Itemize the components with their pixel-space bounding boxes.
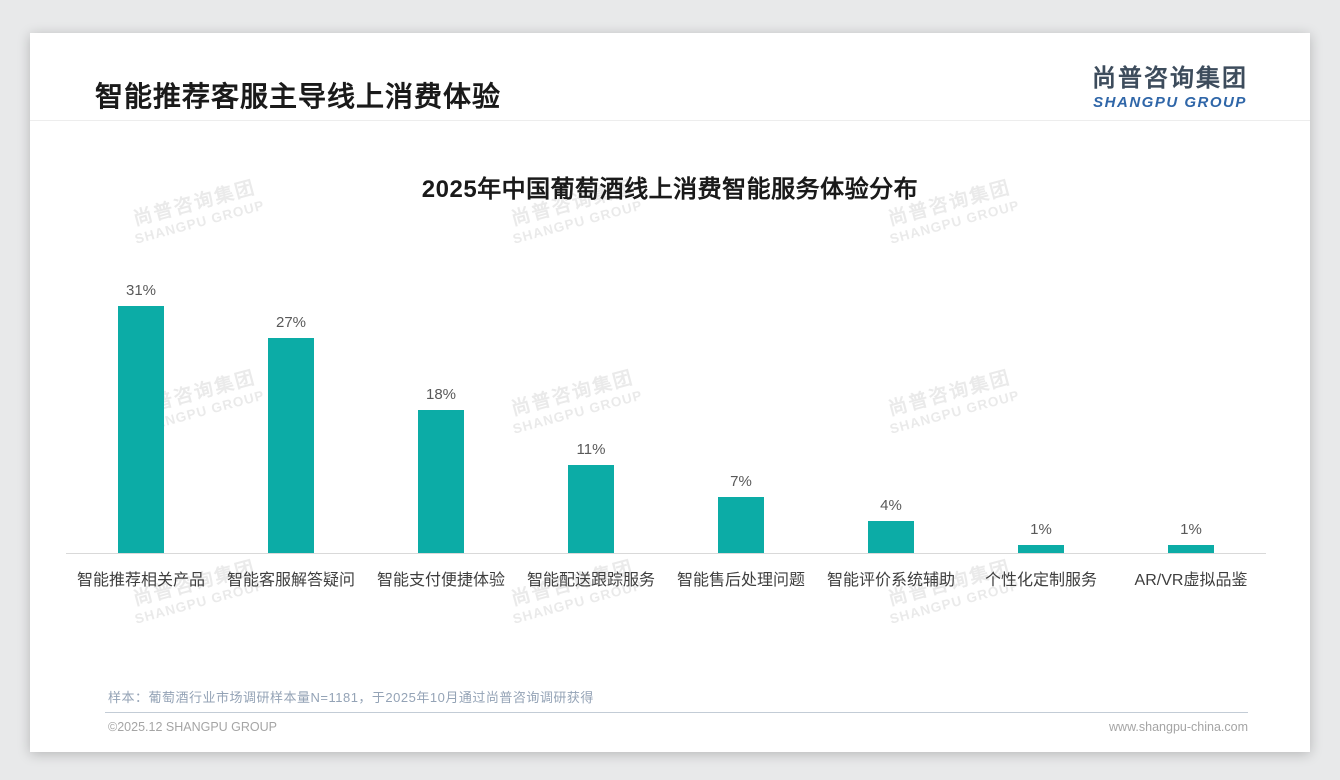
category-label: 智能评价系统辅助 [826,572,955,589]
bar-value-label: 27% [275,314,307,331]
bar-group: 27% [216,240,366,553]
category-label: 智能推荐相关产品 [76,572,205,589]
bar [268,338,314,553]
logo-english-name: SHANGPU GROUP [1093,94,1247,111]
bar-group: 31% [66,240,216,553]
bar-value-label: 18% [425,386,457,403]
bar-value-label: 7% [730,473,752,490]
logo-chinese-name: 尚普咨询集团 [1092,65,1248,92]
bar [868,521,914,553]
bar [418,410,464,553]
bar-value-label: 1% [1180,521,1202,538]
bar [118,306,164,553]
bar-group: 4% [816,240,966,553]
category-label: AR/VR虚拟品鉴 [1134,572,1248,589]
footer-website-url: www.shangpu-china.com [1109,720,1248,734]
bar-group: 1% [1116,240,1266,553]
bar-value-label: 1% [1030,521,1052,538]
bar-group: 7% [666,240,816,553]
page-title: 智能推荐客服主导线上消费体验 [95,81,502,112]
sample-footnote: 样本：葡萄酒行业市场调研样本量N=1181，于2025年10月通过尚普咨询调研获… [108,690,594,705]
bar-chart-plot: 31% 27% 18% 11% 7% 4% 1% 1% [66,240,1266,554]
bar [1168,545,1214,553]
category-label: 智能客服解答疑问 [226,572,355,589]
bar-value-label: 4% [880,497,902,514]
category-axis-labels: 智能推荐相关产品 智能客服解答疑问 智能支付便捷体验 智能配送跟踪服务 智能售后处理问题… [66,566,1266,590]
footer: ©2025.12 SHANGPU GROUP www.shangpu-china… [108,720,1248,734]
bar [718,497,764,553]
report-card: 尚普咨询集团 SHANGPU GROUP 尚普咨询集团 SHANGPU GROUP 尚普… [30,33,1310,752]
category-label: 个性化定制服务 [984,572,1097,589]
footer-copyright: ©2025.12 SHANGPU GROUP [108,720,277,734]
header-divider [30,120,1310,121]
bar [568,465,614,553]
bar-group: 11% [516,240,666,553]
chart-title: 2025年中国葡萄酒线上消费智能服务体验分布 [421,176,919,203]
bar-group: 1% [966,240,1116,553]
category-label: 智能配送跟踪服务 [526,572,655,589]
bar-value-label: 11% [576,441,606,458]
bar-value-label: 31% [125,282,157,299]
category-label: 智能售后处理问题 [676,572,805,589]
bar [1018,545,1064,553]
bar-group: 18% [366,240,516,553]
company-logo: 尚普咨询集团 SHANGPU GROUP [1092,58,1248,111]
footer-divider [105,712,1248,713]
category-label: 智能支付便捷体验 [376,572,505,589]
